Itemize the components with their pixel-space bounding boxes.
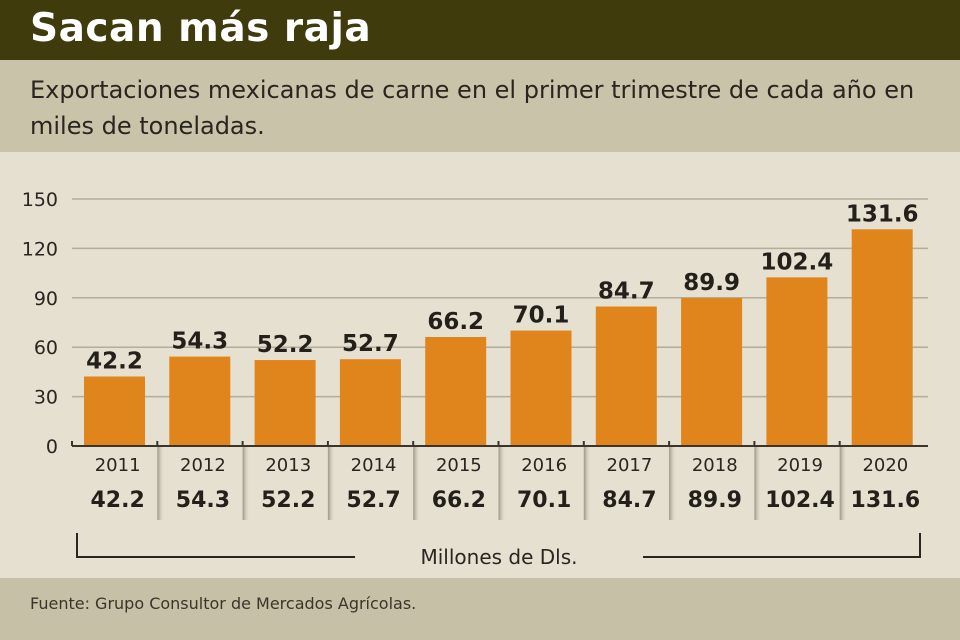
x-tick-label: 2020 <box>862 455 908 476</box>
data-label: 102.4 <box>761 249 834 275</box>
footer-band <box>0 578 960 640</box>
x-tick-label: 2016 <box>521 455 567 476</box>
bar-2020 <box>851 229 913 446</box>
x-tick-label: 2017 <box>607 455 653 476</box>
column-divider <box>839 446 847 520</box>
data-label: 70.1 <box>513 303 570 329</box>
bracket-left <box>76 533 355 558</box>
column-divider <box>413 446 421 520</box>
column-divider <box>669 446 677 520</box>
data-label: 54.3 <box>171 329 228 355</box>
value-millions-dls: 70.1 <box>517 488 571 513</box>
value-millions-dls: 42.2 <box>91 488 145 513</box>
source-note: Fuente: Grupo Consultor de Mercados Agrí… <box>30 594 417 613</box>
x-tick-label: 2012 <box>180 455 226 476</box>
column-divider <box>327 446 335 520</box>
x-tick-label: 2013 <box>265 455 311 476</box>
chart-subtitle: Exportaciones mexicanas de carne en el p… <box>30 76 915 140</box>
bar-2013 <box>254 360 316 446</box>
column-divider <box>157 446 165 520</box>
y-tick-label: 0 <box>46 436 58 458</box>
bar-2016 <box>510 330 572 446</box>
x-tick-label: 2019 <box>777 455 823 476</box>
data-label: 84.7 <box>598 279 655 305</box>
bracket-right <box>643 533 921 558</box>
y-tick-label: 120 <box>22 238 58 260</box>
value-millions-dls: 54.3 <box>176 488 230 513</box>
y-tick-label: 150 <box>22 189 58 211</box>
value-millions-dls: 131.6 <box>851 488 921 513</box>
value-millions-dls: 84.7 <box>602 488 656 513</box>
bar-2014 <box>339 359 401 446</box>
bar-2018 <box>681 297 743 446</box>
column-divider <box>498 446 506 520</box>
data-label: 131.6 <box>846 201 919 227</box>
data-label: 66.2 <box>427 309 484 335</box>
column-divider <box>242 446 250 520</box>
data-label: 52.2 <box>257 332 314 358</box>
column-divider <box>583 446 591 520</box>
value-millions-dls: 66.2 <box>432 488 486 513</box>
y-tick-label: 60 <box>34 337 58 359</box>
bar-2017 <box>595 306 657 446</box>
data-label: 89.9 <box>683 270 740 296</box>
title-bar <box>0 0 960 60</box>
bar-2019 <box>766 277 828 446</box>
x-tick-label: 2011 <box>95 455 141 476</box>
x-tick-label: 2018 <box>692 455 738 476</box>
value-millions-dls: 52.2 <box>261 488 315 513</box>
secondary-row-label: Millones de Dls. <box>420 545 577 569</box>
y-tick-label: 90 <box>34 288 58 310</box>
x-tick-label: 2015 <box>436 455 482 476</box>
data-label: 52.7 <box>342 331 399 357</box>
bar-chart: 0 30 60 90 120 150 42.2 2011 42.2 54.3 2012 54.3 52.… <box>22 189 928 569</box>
x-tick-label: 2014 <box>351 455 397 476</box>
value-millions-dls: 102.4 <box>765 488 835 513</box>
column-divider <box>754 446 762 520</box>
bar-2011 <box>84 376 145 446</box>
value-millions-dls: 89.9 <box>688 488 742 513</box>
subtitle-band <box>0 60 960 152</box>
bar-2015 <box>425 336 487 446</box>
data-label: 42.2 <box>86 349 143 375</box>
bar-2012 <box>169 356 231 446</box>
y-tick-label: 30 <box>34 387 58 409</box>
value-millions-dls: 52.7 <box>346 488 400 513</box>
chart-title: Sacan más raja <box>30 6 372 51</box>
